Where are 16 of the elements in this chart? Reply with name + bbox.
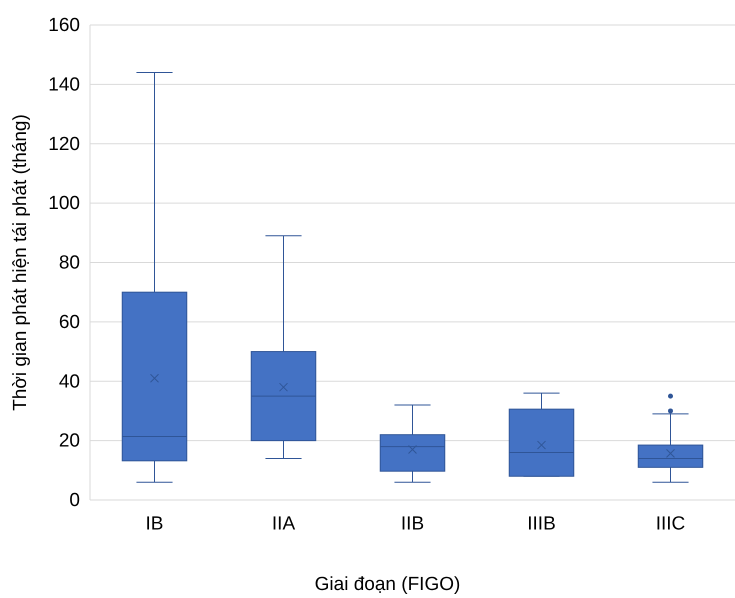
x-tick-label: IB bbox=[146, 513, 164, 534]
x-tick-label: IIIC bbox=[656, 513, 686, 534]
x-tick-label: IIB bbox=[400, 513, 424, 534]
x-axis-title: Giai đoạn (FIGO) bbox=[314, 574, 460, 595]
y-tick-label: 20 bbox=[58, 430, 80, 452]
y-tick-label: 60 bbox=[58, 312, 80, 333]
y-tick-label: 100 bbox=[48, 193, 80, 214]
y-tick-label: 40 bbox=[58, 371, 80, 392]
y-tick-label: 160 bbox=[48, 15, 80, 36]
x-tick-label: IIIB bbox=[527, 513, 556, 534]
y-tick-label: 0 bbox=[69, 490, 80, 512]
y-tick-label: 140 bbox=[48, 74, 80, 96]
y-tick-label: 80 bbox=[58, 252, 80, 274]
x-tick-label: IIA bbox=[272, 513, 296, 534]
y-tick-label: 120 bbox=[48, 134, 80, 155]
y-axis-title: Thời gian phát hiện tái phát (tháng) bbox=[10, 114, 31, 411]
